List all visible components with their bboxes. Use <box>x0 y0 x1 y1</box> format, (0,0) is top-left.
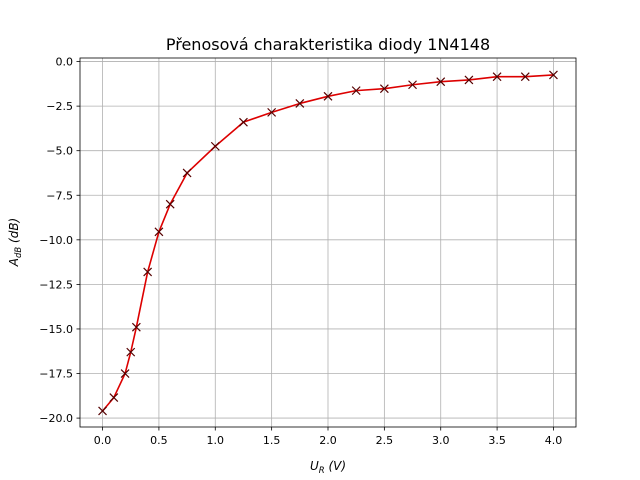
x-tick-label: 1.0 <box>207 434 225 447</box>
data-point-marker <box>182 168 192 178</box>
y-tick-label: −20.0 <box>39 412 73 425</box>
data-point-marker <box>549 70 558 80</box>
x-tick-label: 3.0 <box>432 434 450 447</box>
y-tick-label: −12.5 <box>39 278 73 291</box>
y-axis-label-subscript: dB <box>14 247 24 258</box>
y-tick-label: −7.5 <box>46 189 73 202</box>
y-tick-label: 0.0 <box>56 56 74 69</box>
chart-title: Přenosová charakteristika diody 1N4148 <box>166 35 490 54</box>
y-tick-label: −10.0 <box>39 234 73 247</box>
data-point-marker <box>239 117 248 127</box>
x-axis-label-unit: (V) <box>325 459 346 473</box>
y-axis-label: AdB (dB) <box>7 218 24 267</box>
x-axis-label: UR (V) <box>310 459 346 476</box>
x-tick-label: 0.5 <box>150 434 168 447</box>
y-tick-label: −15.0 <box>39 323 73 336</box>
data-point-marker <box>379 84 389 94</box>
x-tick-label: 1.5 <box>263 434 281 447</box>
data-point-marker <box>154 227 164 237</box>
grid-layer <box>80 58 576 427</box>
x-axis-label-main: U <box>310 459 319 473</box>
data-point-marker <box>295 99 305 108</box>
x-axis-label-subscript: R <box>319 466 325 476</box>
data-point-marker <box>464 75 474 85</box>
data-point-marker <box>520 72 530 82</box>
y-axis-label-main: A <box>7 258 21 267</box>
x-tick-label: 3.5 <box>488 434 506 447</box>
series-layer <box>98 70 558 416</box>
data-point-marker <box>131 322 141 332</box>
data-point-marker <box>126 347 136 357</box>
data-point-marker <box>408 80 417 90</box>
series-line <box>101 74 554 412</box>
data-point-marker <box>210 141 220 151</box>
x-tick-label: 2.5 <box>376 434 394 447</box>
y-tick-label: −2.5 <box>46 100 73 113</box>
x-tick-label: 2.0 <box>319 434 337 447</box>
y-tick-label: −5.0 <box>46 145 73 158</box>
y-tick-label: −17.5 <box>39 368 73 381</box>
data-point-marker <box>323 91 333 101</box>
data-point-marker <box>98 406 107 416</box>
data-point-marker <box>267 107 277 117</box>
x-tick-label: 0.0 <box>94 434 112 447</box>
ticks-layer: 0.0 0.5 1.0 1.5 2.0 2.5 3.0 3.5 4.0 0.0 −2.5 −5.0 −7… <box>39 56 562 447</box>
data-point-marker <box>492 72 502 82</box>
y-axis-label-unit: (dB) <box>7 218 21 247</box>
data-point-marker <box>351 86 361 96</box>
data-point-marker <box>436 77 446 87</box>
data-point-marker <box>120 369 130 378</box>
x-tick-label: 4.0 <box>545 434 563 447</box>
data-point-marker <box>143 267 153 277</box>
data-point-marker <box>109 393 119 403</box>
data-point-marker <box>165 199 175 209</box>
